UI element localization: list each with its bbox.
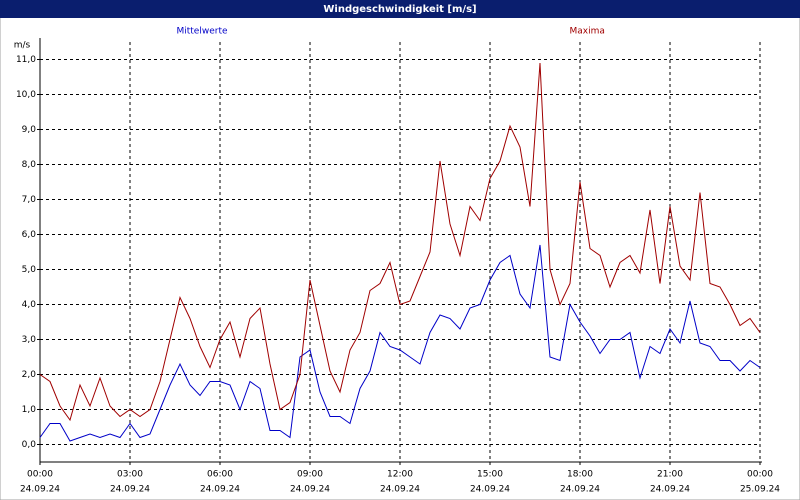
- x-tick-date: 24.09.24: [560, 485, 600, 495]
- chart-title: Windgeschwindigkeit [m/s]: [323, 4, 476, 15]
- y-tick-label: 1,0: [22, 405, 37, 415]
- x-tick-label: 09:00: [297, 470, 323, 480]
- y-tick-label: 10,0: [16, 90, 36, 100]
- legend-entry: Mittelwerte: [176, 27, 227, 37]
- y-tick-label: 11,0: [16, 55, 36, 65]
- x-tick-label: 12:00: [387, 470, 413, 480]
- y-tick-label: 4,0: [22, 300, 37, 310]
- series-line: [39, 62, 761, 422]
- x-tick-label: 21:00: [657, 470, 683, 480]
- y-axis-label: m/s: [14, 41, 31, 51]
- x-tick-label: 18:00: [567, 470, 593, 480]
- legend-entry: Maxima: [570, 27, 605, 37]
- x-tick-date: 24.09.24: [200, 485, 240, 495]
- x-tick-date: 24.09.24: [20, 485, 60, 495]
- y-tick-label: 3,0: [22, 335, 37, 345]
- y-tick-label: 5,0: [22, 265, 37, 275]
- x-tick-date: 25.09.24: [740, 485, 780, 495]
- x-tick-label: 15:00: [477, 470, 503, 480]
- x-tick-label: 00:00: [27, 470, 53, 480]
- x-tick-date: 24.09.24: [380, 485, 420, 495]
- series-line: [39, 244, 761, 442]
- y-tick-label: 2,0: [22, 370, 37, 380]
- y-tick-label: 7,0: [22, 195, 37, 205]
- y-tick-label: 6,0: [22, 230, 37, 240]
- x-tick-date: 24.09.24: [470, 485, 510, 495]
- y-tick-label: 0,0: [22, 440, 37, 450]
- y-tick-label: 9,0: [22, 125, 37, 135]
- x-tick-label: 03:00: [117, 470, 143, 480]
- x-tick-date: 24.09.24: [110, 485, 150, 495]
- x-tick-label: 00:00: [747, 470, 773, 480]
- x-tick-date: 24.09.24: [290, 485, 330, 495]
- title-bar: [0, 0, 800, 18]
- y-tick-label: 8,0: [22, 160, 37, 170]
- x-tick-date: 24.09.24: [650, 485, 690, 495]
- x-tick-label: 06:00: [207, 470, 233, 480]
